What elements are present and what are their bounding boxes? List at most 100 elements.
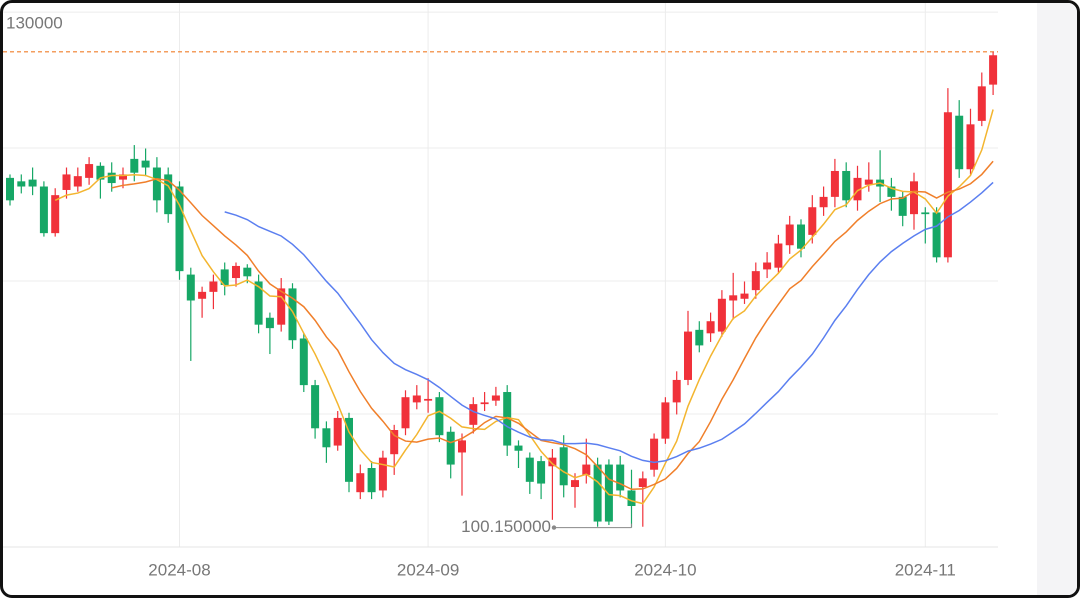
candle-body (164, 174, 173, 215)
candle-body (277, 288, 286, 325)
candle-body (288, 288, 297, 341)
candle-body (684, 331, 692, 380)
candle-body (943, 112, 952, 258)
candle-body (390, 430, 399, 455)
candle-body (525, 457, 534, 482)
candle-body (548, 457, 557, 467)
candle-body (774, 243, 783, 268)
candle-body (107, 172, 116, 184)
candle-body (898, 196, 907, 216)
candle-body (650, 438, 659, 470)
candle-body (232, 265, 240, 279)
min-dot (551, 525, 557, 530)
candle-body (333, 417, 342, 446)
candle-body (763, 262, 772, 270)
candle-body (695, 329, 704, 346)
candle-body (367, 468, 376, 493)
y-tick-label: 130000 (6, 14, 63, 33)
candle-body (141, 160, 150, 168)
candle-body (6, 177, 14, 201)
candle-body (955, 115, 964, 170)
candle-body (356, 473, 365, 493)
candle-body (469, 404, 478, 425)
candle-body (424, 398, 433, 401)
candle-body (559, 447, 568, 486)
candle-body (582, 464, 591, 475)
candle-body (864, 179, 873, 185)
candle-body (480, 402, 489, 405)
moving-average-line (111, 160, 994, 491)
candle-body (740, 293, 749, 299)
candle-body (887, 186, 896, 197)
candle-body (119, 174, 127, 180)
candle-body (435, 397, 444, 436)
candle-body (85, 164, 94, 178)
candle-body (910, 181, 918, 215)
candle-body (571, 480, 579, 488)
candle-body (672, 379, 681, 403)
candle-body (96, 165, 105, 180)
candle-body (717, 298, 726, 332)
candle-body (446, 431, 455, 465)
candle-body (458, 440, 466, 453)
candle-body (311, 385, 320, 429)
candle-body (638, 478, 647, 488)
candle-body (51, 195, 60, 234)
x-tick-label: 2024-09 (397, 560, 459, 579)
candle-body (254, 281, 263, 325)
candle-body (322, 428, 331, 448)
candle-body (932, 212, 941, 258)
candle-body (62, 174, 71, 190)
candle-body (503, 392, 512, 446)
candle-body (977, 86, 986, 121)
candle-body (186, 274, 195, 301)
candle-body (514, 445, 523, 451)
candle-body (785, 224, 794, 246)
min-label: 100.150000 (461, 517, 551, 536)
candle-body (175, 186, 184, 272)
candle-body (220, 269, 229, 285)
candle-body (39, 186, 48, 234)
candle-body (729, 295, 738, 301)
candle-body (209, 281, 218, 292)
candle-body (73, 176, 82, 187)
candle-body (491, 395, 500, 401)
candle-body (853, 177, 862, 201)
candle-body (265, 317, 274, 329)
candle-body (842, 170, 851, 201)
candle-body (378, 457, 387, 491)
candle-body (593, 464, 602, 522)
moving-average-line (54, 109, 994, 505)
candle-body (706, 321, 715, 334)
candle-body (537, 461, 546, 484)
candle-body (401, 397, 410, 429)
candle-body (299, 338, 308, 386)
candle-body (243, 267, 252, 277)
candle-body (627, 490, 636, 507)
candle-body (130, 158, 139, 173)
x-tick-label: 2024-10 (634, 560, 696, 579)
candle-body (152, 167, 161, 201)
candle-body (819, 196, 828, 208)
x-tick-label: 2024-08 (148, 560, 210, 579)
candle-body (412, 395, 421, 403)
candle-body (661, 402, 670, 439)
candle-body (604, 464, 613, 522)
candle-body (797, 224, 805, 249)
candle-body (17, 181, 26, 187)
candle-body (966, 124, 975, 170)
candle-body (345, 417, 353, 482)
candle-body (198, 291, 207, 299)
chart: 130000 2024-08 2024-09 2024-10 2024-11 100.15… (3, 3, 998, 579)
candle-body (989, 55, 998, 85)
candle-body (616, 464, 625, 491)
side-strip (1037, 3, 1077, 595)
candle-body (28, 179, 37, 187)
candle-body (830, 170, 839, 197)
x-tick-label: 2024-11 (895, 560, 956, 579)
candle-body (808, 207, 817, 235)
candle-body (921, 212, 930, 215)
candle-body (751, 271, 760, 291)
moving-average-line (224, 181, 994, 464)
